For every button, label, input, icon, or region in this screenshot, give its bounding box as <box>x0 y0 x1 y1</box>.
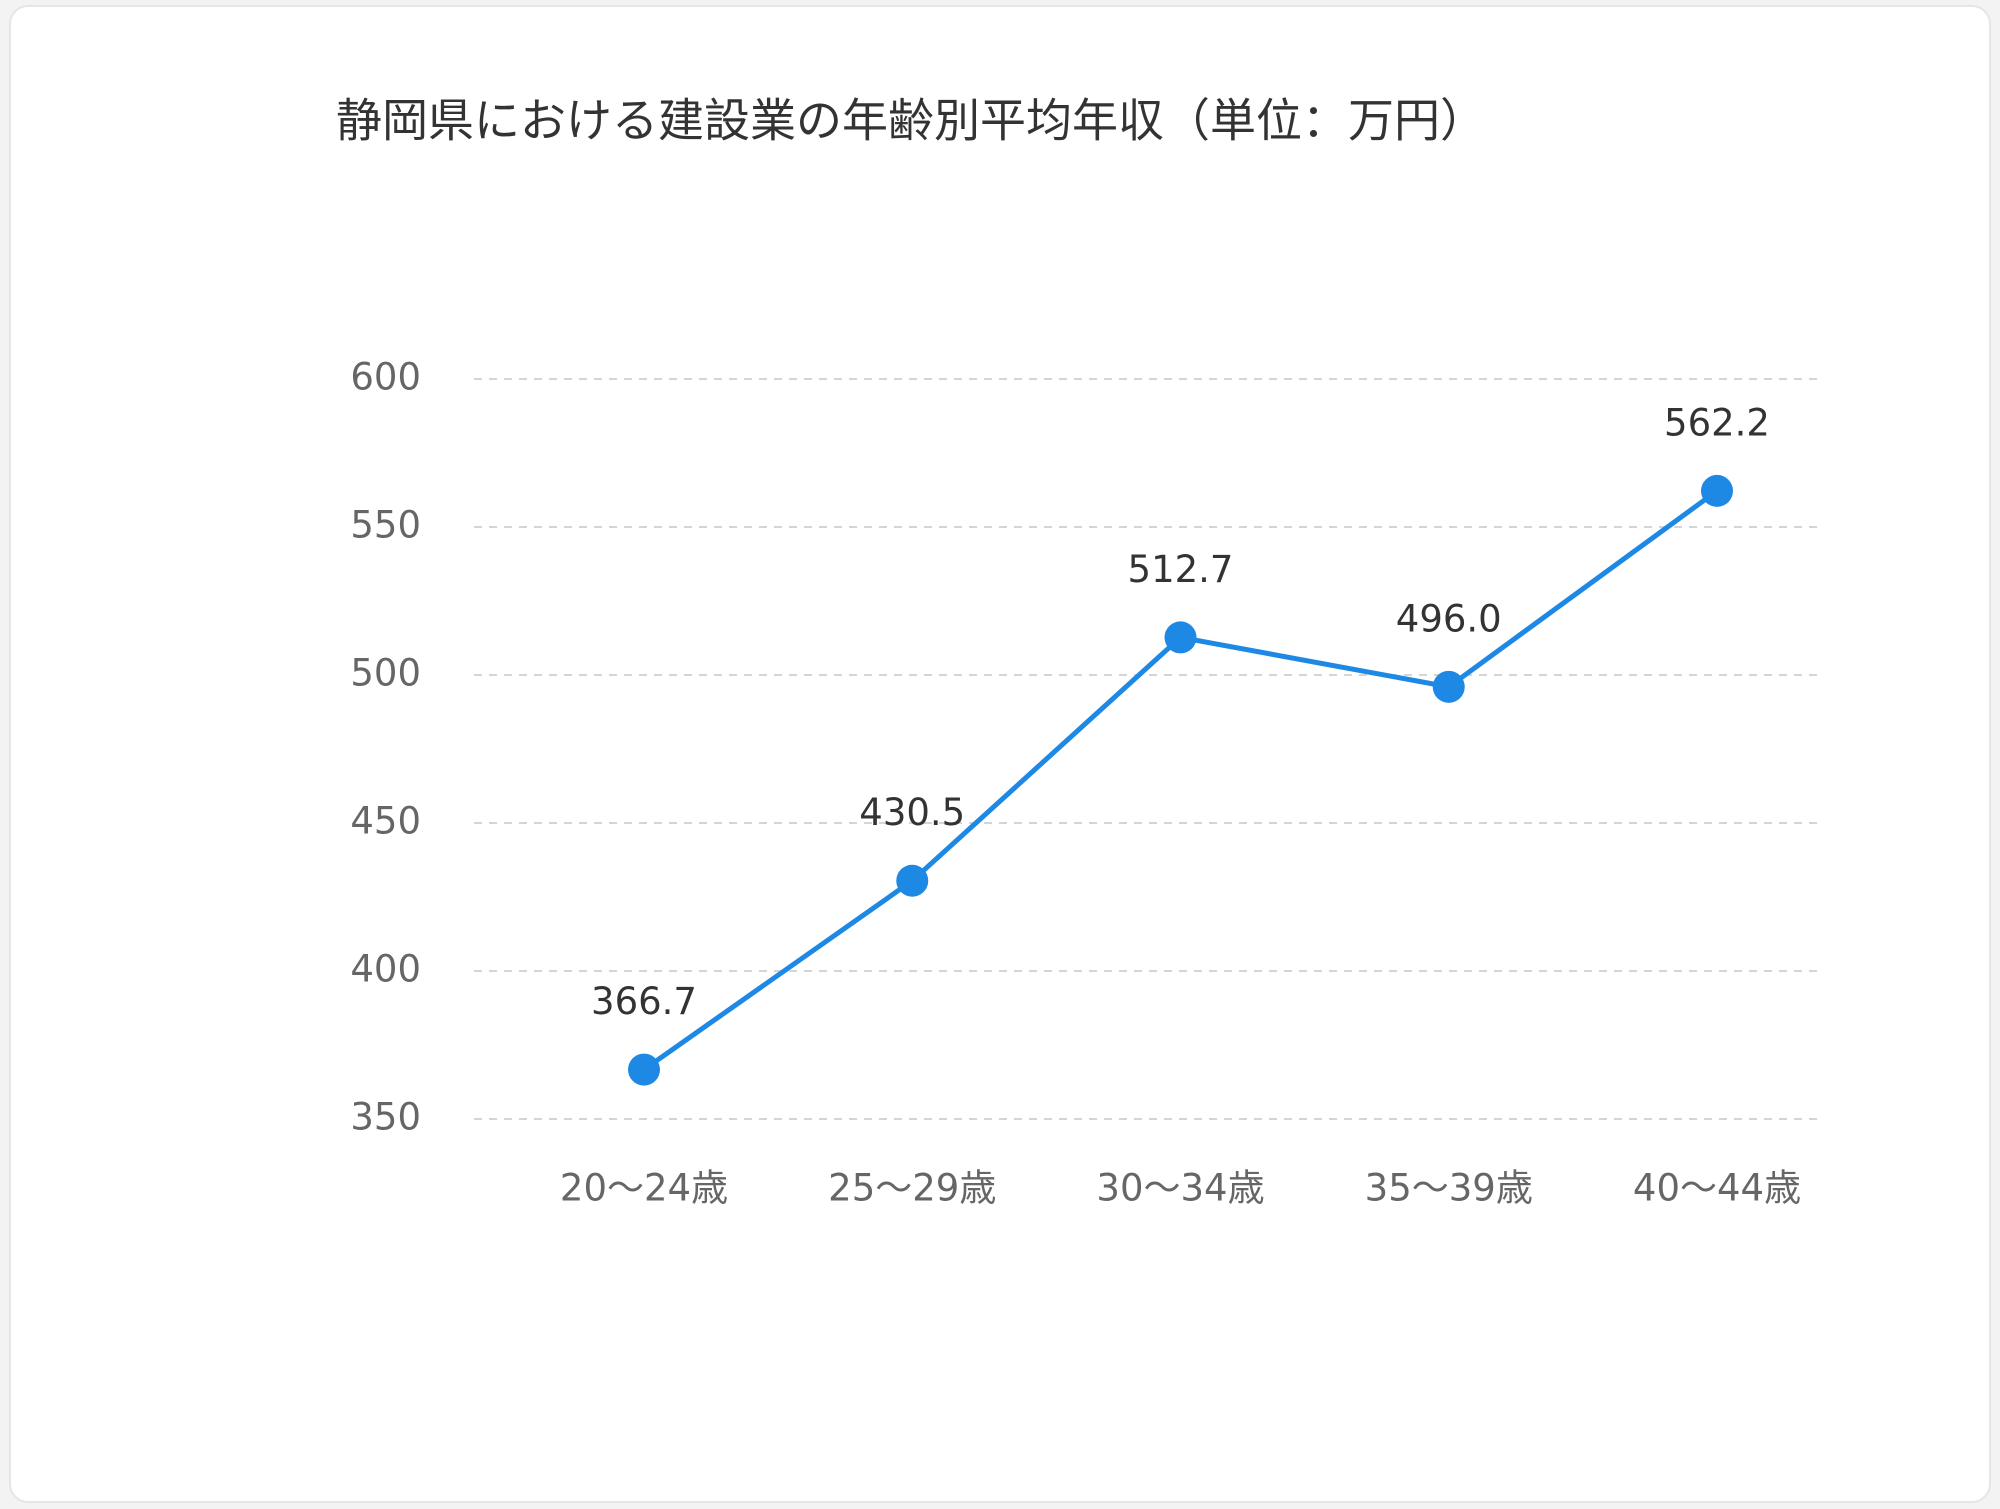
data-label: 366.7 <box>591 980 697 1023</box>
point <box>1701 474 1733 507</box>
point <box>1164 621 1197 654</box>
x-tick-label: 20〜24歳 <box>560 1167 728 1210</box>
y-tick-label: 600 <box>350 356 421 399</box>
x-tick-label: 25〜29歳 <box>828 1167 996 1210</box>
point <box>628 1053 660 1086</box>
card <box>9 5 1991 1503</box>
y-tick-label: 550 <box>350 504 421 547</box>
x-tick-label: 35〜39歳 <box>1365 1167 1533 1210</box>
data-label: 496.0 <box>1396 597 1502 640</box>
data-label: 512.7 <box>1128 548 1234 591</box>
y-tick-label: 500 <box>350 652 421 695</box>
point <box>896 864 929 897</box>
y-tick-label: 450 <box>350 800 421 843</box>
y-tick-label: 350 <box>350 1096 421 1139</box>
x-tick-label: 30〜34歳 <box>1096 1167 1264 1210</box>
y-tick-label: 400 <box>350 948 421 991</box>
x-tick-label: 40〜44歳 <box>1633 1167 1801 1210</box>
data-label: 430.5 <box>859 791 965 834</box>
chart-title: 静岡県における建設業の年齢別平均年収（単位：万円） <box>336 94 1486 148</box>
data-label: 562.2 <box>1664 401 1770 444</box>
point <box>1432 670 1465 703</box>
